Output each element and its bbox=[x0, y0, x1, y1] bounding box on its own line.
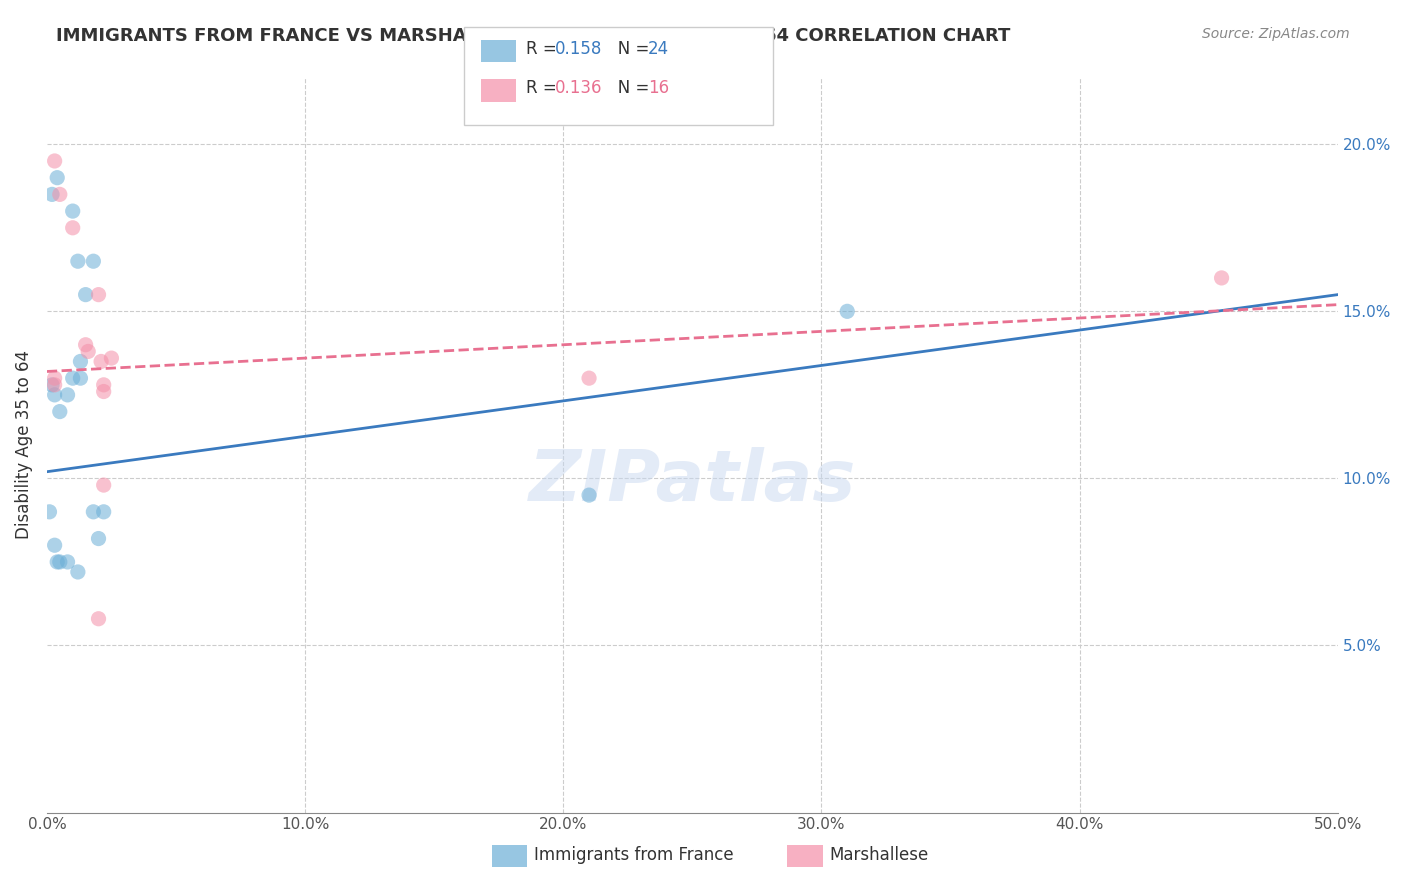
Text: R =: R = bbox=[526, 40, 562, 58]
Text: 16: 16 bbox=[648, 79, 669, 97]
Point bbox=[62, 371, 84, 385]
Point bbox=[38, 505, 60, 519]
Point bbox=[93, 384, 115, 399]
Text: R =: R = bbox=[526, 79, 562, 97]
Point bbox=[93, 377, 115, 392]
Point bbox=[87, 287, 110, 301]
Text: 0.158: 0.158 bbox=[555, 40, 603, 58]
Point bbox=[44, 377, 66, 392]
Point bbox=[578, 371, 600, 385]
Point bbox=[82, 505, 104, 519]
Text: N =: N = bbox=[602, 79, 654, 97]
Text: Marshallese: Marshallese bbox=[830, 847, 929, 864]
Point bbox=[49, 187, 72, 202]
Point bbox=[93, 478, 115, 492]
Text: N =: N = bbox=[602, 40, 654, 58]
Point bbox=[93, 505, 115, 519]
Point bbox=[87, 532, 110, 546]
Point bbox=[62, 204, 84, 219]
Point bbox=[56, 388, 79, 402]
Point bbox=[66, 254, 89, 268]
Text: IMMIGRANTS FROM FRANCE VS MARSHALLESE DISABILITY AGE 35 TO 64 CORRELATION CHART: IMMIGRANTS FROM FRANCE VS MARSHALLESE DI… bbox=[56, 27, 1011, 45]
Text: 24: 24 bbox=[648, 40, 669, 58]
Point bbox=[837, 304, 859, 318]
Point bbox=[578, 488, 600, 502]
Point bbox=[66, 565, 89, 579]
Point bbox=[62, 220, 84, 235]
Point bbox=[69, 354, 91, 368]
Point bbox=[100, 351, 122, 365]
Point bbox=[77, 344, 100, 359]
Point bbox=[87, 612, 110, 626]
Point bbox=[56, 555, 79, 569]
Point bbox=[44, 153, 66, 168]
Point bbox=[82, 254, 104, 268]
Point bbox=[75, 287, 97, 301]
Text: Immigrants from France: Immigrants from France bbox=[534, 847, 734, 864]
Point bbox=[46, 555, 69, 569]
Point bbox=[46, 170, 69, 185]
Point bbox=[44, 388, 66, 402]
Text: Source: ZipAtlas.com: Source: ZipAtlas.com bbox=[1202, 27, 1350, 41]
Point bbox=[41, 187, 63, 202]
Point bbox=[75, 337, 97, 351]
Point bbox=[41, 377, 63, 392]
Point bbox=[49, 555, 72, 569]
Point bbox=[49, 404, 72, 418]
Text: 0.136: 0.136 bbox=[555, 79, 603, 97]
Point bbox=[44, 538, 66, 552]
Point bbox=[1211, 271, 1233, 285]
Text: ZIPatlas: ZIPatlas bbox=[529, 447, 856, 516]
Y-axis label: Disability Age 35 to 64: Disability Age 35 to 64 bbox=[15, 351, 32, 540]
Point bbox=[90, 354, 112, 368]
Point bbox=[69, 371, 91, 385]
Point bbox=[44, 371, 66, 385]
